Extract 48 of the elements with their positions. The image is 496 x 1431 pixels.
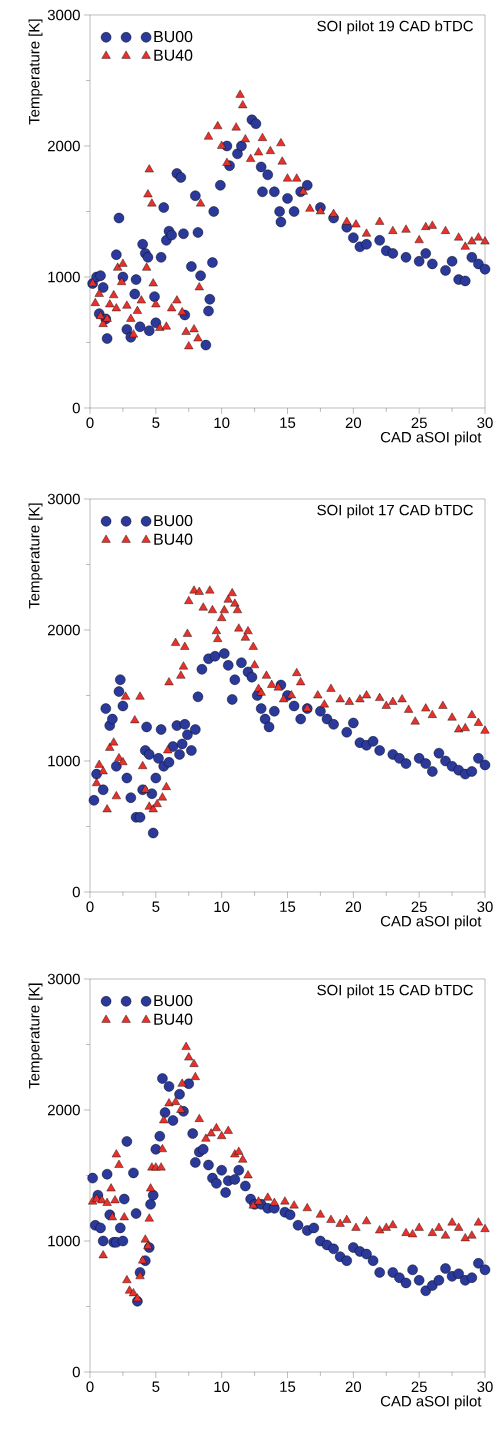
x-tick-label: 5 bbox=[152, 417, 160, 428]
chart-title: SOI pilot 15 CAD bTDC bbox=[317, 984, 473, 999]
legend-label: BU40 bbox=[154, 1013, 193, 1025]
x-tick-label: 25 bbox=[411, 1381, 427, 1393]
x-tick-label: 0 bbox=[86, 901, 94, 913]
x-tick-label: 20 bbox=[345, 1381, 362, 1393]
y-tick-label: 2000 bbox=[47, 1104, 80, 1116]
x-tick-label: 25 bbox=[411, 901, 427, 913]
x-tick-label: 30 bbox=[477, 417, 493, 429]
x-tick-label: 0 bbox=[86, 417, 94, 429]
x-axis-title: CAD aSOI pilot bbox=[380, 1395, 482, 1410]
y-tick-label: 1000 bbox=[48, 1235, 80, 1247]
x-tick-label: 25 bbox=[411, 417, 427, 429]
x-tick-label: 15 bbox=[280, 417, 296, 428]
y-tick-label: 2000 bbox=[47, 624, 80, 636]
x-axis-title: CAD aSOI pilot bbox=[380, 431, 482, 446]
chart-title: SOI pilot 19 CAD bTDC bbox=[317, 20, 473, 35]
x-tick-label: 10 bbox=[214, 417, 230, 429]
x-tick-label: 10 bbox=[214, 1381, 230, 1393]
y-tick-label: 3000 bbox=[47, 9, 80, 21]
x-tick-label: 30 bbox=[477, 1381, 493, 1393]
x-tick-label: 0 bbox=[86, 1381, 94, 1393]
y-axis-title: Temperature [K] bbox=[28, 503, 43, 609]
x-tick-label: 30 bbox=[477, 901, 493, 913]
x-tick-label: 15 bbox=[280, 1381, 296, 1392]
x-tick-label: 20 bbox=[345, 901, 362, 913]
x-tick-label: 5 bbox=[152, 901, 160, 912]
y-tick-label: 1000 bbox=[48, 755, 80, 767]
x-tick-label: 15 bbox=[280, 901, 296, 912]
y-tick-label: 3000 bbox=[47, 973, 80, 985]
y-tick-label: 0 bbox=[72, 402, 80, 414]
y-tick-label: 2000 bbox=[47, 140, 80, 152]
x-axis-title: CAD aSOI pilot bbox=[380, 915, 482, 930]
x-tick-label: 20 bbox=[345, 417, 362, 429]
y-axis-title: Temperature [K] bbox=[28, 19, 43, 125]
legend-label: BU00 bbox=[154, 994, 193, 1007]
y-tick-label: 0 bbox=[72, 1366, 80, 1378]
y-tick-label: 0 bbox=[72, 886, 80, 898]
y-tick-label: 1000 bbox=[48, 271, 80, 283]
legend-label: BU00 bbox=[154, 30, 193, 43]
legend-label: BU40 bbox=[154, 533, 193, 545]
legend-label: BU00 bbox=[154, 514, 193, 527]
x-tick-label: 10 bbox=[214, 901, 230, 913]
legend-label: BU40 bbox=[154, 49, 193, 61]
y-tick-label: 3000 bbox=[47, 493, 80, 505]
chart-title: SOI pilot 17 CAD bTDC bbox=[317, 504, 473, 519]
y-axis-title: Temperature [K] bbox=[28, 983, 43, 1089]
x-tick-label: 5 bbox=[152, 1381, 160, 1392]
